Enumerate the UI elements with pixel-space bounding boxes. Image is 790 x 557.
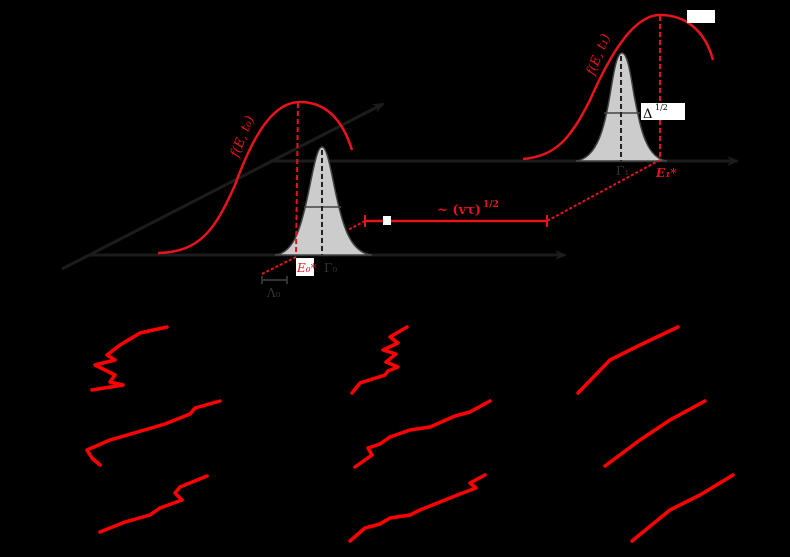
trace-c2-r2 [353, 399, 492, 469]
time-axis-diagonal [61, 102, 385, 271]
delta-exponent: 1/2 [655, 103, 668, 112]
marker-box [383, 216, 391, 225]
peak-t0 [274, 146, 373, 256]
displacement-label: ~ (vτ) [437, 203, 481, 218]
curve-t0-center [295, 102, 299, 256]
e0-projection [261, 256, 297, 275]
e1-projection [546, 159, 661, 222]
trace-c3-r2 [603, 399, 707, 468]
e0-label-box [296, 258, 314, 276]
top-right-label-box [687, 10, 715, 23]
top-panel: f(E, t₀) f(E, t₁) E₀* Γ₀ Λ₀ E₁* Γ₁ Δ 1/2… [61, 10, 739, 300]
gamma1-label: Γ₁ [616, 164, 629, 178]
lambda0-label: Λ₀ [266, 286, 281, 300]
curve-t1-label: f(E, t₁) [583, 32, 613, 79]
curve-t0-label: f(E, t₀) [227, 114, 257, 161]
trace-c3-r3 [630, 473, 735, 543]
bottom-panel-traces [85, 325, 735, 543]
trace-c2-r1 [350, 325, 409, 395]
displacement-exponent: 1/2 [483, 200, 499, 210]
trace-c1-r1 [90, 325, 169, 392]
trace-c1-r2 [85, 399, 222, 467]
distribution-curve-t0 [157, 100, 354, 255]
e1-label: E₁* [655, 166, 677, 180]
delta-label: Δ [643, 107, 652, 122]
trace-c2-r3 [348, 473, 487, 543]
e0-label: E₀* [296, 261, 317, 275]
trace-c1-r3 [98, 474, 209, 534]
delta-label-box [641, 103, 685, 120]
displacement-connector [347, 220, 366, 231]
trace-c3-r1 [576, 325, 680, 395]
gamma0-label: Γ₀ [324, 261, 337, 275]
distribution-curve-t1 [522, 13, 715, 161]
